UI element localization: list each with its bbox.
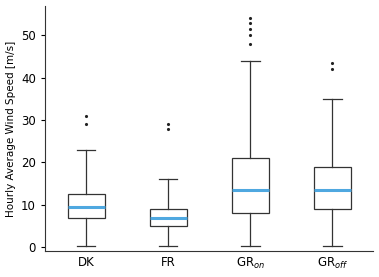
PathPatch shape [232, 158, 269, 213]
Y-axis label: Hourly Average Wind Speed [m/s]: Hourly Average Wind Speed [m/s] [6, 40, 16, 217]
PathPatch shape [150, 209, 186, 226]
PathPatch shape [67, 194, 105, 217]
PathPatch shape [314, 167, 351, 209]
